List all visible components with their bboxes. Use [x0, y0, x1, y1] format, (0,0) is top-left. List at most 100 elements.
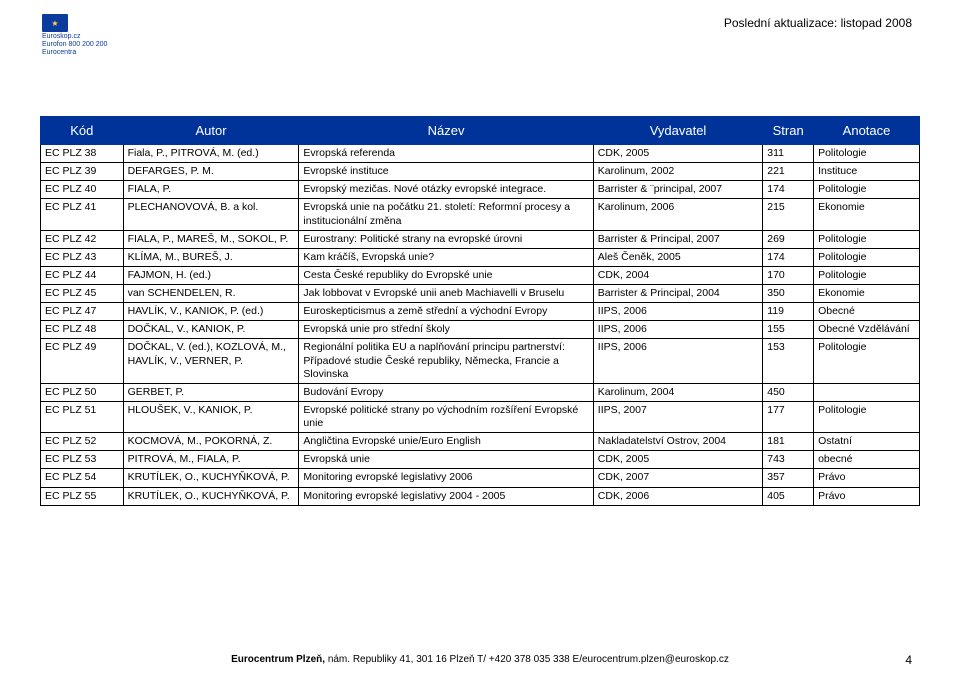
- table-cell: Evropské instituce: [299, 163, 593, 181]
- table-row: EC PLZ 48DOČKAL, V., KANIOK, P.Evropská …: [41, 321, 920, 339]
- table-cell: 170: [763, 266, 814, 284]
- table-cell: EC PLZ 55: [41, 487, 124, 505]
- table-row: EC PLZ 53PITROVÁ, M., FIALA, P.Evropská …: [41, 451, 920, 469]
- table-cell: IIPS, 2006: [593, 303, 762, 321]
- table-cell: 215: [763, 199, 814, 230]
- table-cell: Aleš Čeněk, 2005: [593, 248, 762, 266]
- table-cell: obecné: [814, 451, 920, 469]
- table-cell: 119: [763, 303, 814, 321]
- table-row: EC PLZ 52KOCMOVÁ, M., POKORNÁ, Z.Angličt…: [41, 433, 920, 451]
- table-cell: CDK, 2004: [593, 266, 762, 284]
- table-cell: IIPS, 2006: [593, 339, 762, 383]
- table-cell: Ostatní: [814, 433, 920, 451]
- table-cell: Politologie: [814, 401, 920, 432]
- table-cell: Karolinum, 2002: [593, 163, 762, 181]
- table-cell: PLECHANOVOVÁ, B. a kol.: [123, 199, 299, 230]
- page-root: Poslední aktualizace: listopad 2008 ★ Eu…: [0, 0, 960, 679]
- table-cell: 153: [763, 339, 814, 383]
- table-cell: FIALA, P., MAREŠ, M., SOKOL, P.: [123, 230, 299, 248]
- logo-line-2: Eurofon 800 200 200: [42, 41, 107, 48]
- table-cell: EC PLZ 54: [41, 469, 124, 487]
- table-cell: 405: [763, 487, 814, 505]
- table-cell: CDK, 2007: [593, 469, 762, 487]
- table-cell: PITROVÁ, M., FIALA, P.: [123, 451, 299, 469]
- table-cell: DOČKAL, V., KANIOK, P.: [123, 321, 299, 339]
- table-cell: EC PLZ 48: [41, 321, 124, 339]
- table-cell: Fiala, P., PITROVÁ, M. (ed.): [123, 145, 299, 163]
- logo-line-1: Euroskop.cz: [42, 33, 107, 40]
- page-number: 4: [905, 653, 912, 667]
- table-row: EC PLZ 51HLOUŠEK, V., KANIOK, P.Evropské…: [41, 401, 920, 432]
- table-cell: EC PLZ 43: [41, 248, 124, 266]
- table-row: EC PLZ 50GERBET, P.Budování EvropyKaroli…: [41, 383, 920, 401]
- table-cell: Ekonomie: [814, 285, 920, 303]
- table-row: EC PLZ 44FAJMON, H. (ed.)Cesta České rep…: [41, 266, 920, 284]
- table-cell: Právo: [814, 469, 920, 487]
- logo-block: ★ Euroskop.cz Eurofon 800 200 200 Euroce…: [42, 14, 107, 56]
- table-cell: Eurostrany: Politické strany na evropské…: [299, 230, 593, 248]
- table-row: EC PLZ 39DEFARGES, P. M.Evropské institu…: [41, 163, 920, 181]
- col-kod: Kód: [41, 117, 124, 145]
- logo-line-3: Eurocentra: [42, 49, 107, 56]
- col-autor: Autor: [123, 117, 299, 145]
- table-cell: 181: [763, 433, 814, 451]
- col-nazev: Název: [299, 117, 593, 145]
- table-cell: Evropské politické strany po východním r…: [299, 401, 593, 432]
- table-cell: Politologie: [814, 339, 920, 383]
- table-cell: EC PLZ 40: [41, 181, 124, 199]
- table-cell: HLOUŠEK, V., KANIOK, P.: [123, 401, 299, 432]
- col-anotace: Anotace: [814, 117, 920, 145]
- table-cell: Karolinum, 2004: [593, 383, 762, 401]
- table-cell: Ekonomie: [814, 199, 920, 230]
- table-row: EC PLZ 45van SCHENDELEN, R.Jak lobbovat …: [41, 285, 920, 303]
- table-cell: 174: [763, 248, 814, 266]
- data-table: Kód Autor Název Vydavatel Stran Anotace …: [40, 116, 920, 506]
- table-cell: IIPS, 2007: [593, 401, 762, 432]
- table-cell: KRUTÍLEK, O., KUCHYŇKOVÁ, P.: [123, 469, 299, 487]
- table-row: EC PLZ 40FIALA, P.Evropský mezičas. Nové…: [41, 181, 920, 199]
- table-cell: Monitoring evropské legislativy 2004 - 2…: [299, 487, 593, 505]
- table-cell: DEFARGES, P. M.: [123, 163, 299, 181]
- table-row: EC PLZ 54KRUTÍLEK, O., KUCHYŇKOVÁ, P.Mon…: [41, 469, 920, 487]
- table-cell: CDK, 2005: [593, 145, 762, 163]
- table-cell: Barrister & Principal, 2007: [593, 230, 762, 248]
- table-cell: EC PLZ 50: [41, 383, 124, 401]
- table-cell: EC PLZ 44: [41, 266, 124, 284]
- table-cell: GERBET, P.: [123, 383, 299, 401]
- table-row: EC PLZ 42FIALA, P., MAREŠ, M., SOKOL, P.…: [41, 230, 920, 248]
- table-row: EC PLZ 41PLECHANOVOVÁ, B. a kol.Evropská…: [41, 199, 920, 230]
- table-cell: EC PLZ 45: [41, 285, 124, 303]
- table-row: EC PLZ 43KLÍMA, M., BUREŠ, J.Kam kráčíš,…: [41, 248, 920, 266]
- table-cell: EC PLZ 42: [41, 230, 124, 248]
- table-row: EC PLZ 38Fiala, P., PITROVÁ, M. (ed.)Evr…: [41, 145, 920, 163]
- content-area: Kód Autor Název Vydavatel Stran Anotace …: [40, 116, 920, 506]
- table-cell: 269: [763, 230, 814, 248]
- table-cell: Politologie: [814, 248, 920, 266]
- table-cell: 174: [763, 181, 814, 199]
- table-cell: DOČKAL, V. (ed.), KOZLOVÁ, M., HAVLÍK, V…: [123, 339, 299, 383]
- table-cell: EC PLZ 52: [41, 433, 124, 451]
- table-cell: Karolinum, 2006: [593, 199, 762, 230]
- table-cell: 311: [763, 145, 814, 163]
- table-cell: Právo: [814, 487, 920, 505]
- table-cell: 155: [763, 321, 814, 339]
- table-cell: 450: [763, 383, 814, 401]
- table-row: EC PLZ 47HAVLÍK, V., KANIOK, P. (ed.)Eur…: [41, 303, 920, 321]
- table-cell: KLÍMA, M., BUREŠ, J.: [123, 248, 299, 266]
- table-cell: Instituce: [814, 163, 920, 181]
- table-cell: KOCMOVÁ, M., POKORNÁ, Z.: [123, 433, 299, 451]
- table-cell: EC PLZ 41: [41, 199, 124, 230]
- table-cell: Cesta České republiky do Evropské unie: [299, 266, 593, 284]
- table-cell: 221: [763, 163, 814, 181]
- table-body: EC PLZ 38Fiala, P., PITROVÁ, M. (ed.)Evr…: [41, 145, 920, 506]
- table-cell: van SCHENDELEN, R.: [123, 285, 299, 303]
- table-cell: FIALA, P.: [123, 181, 299, 199]
- last-update-text: Poslední aktualizace: listopad 2008: [724, 16, 912, 30]
- table-cell: EC PLZ 51: [41, 401, 124, 432]
- table-cell: Evropský mezičas. Nové otázky evropské i…: [299, 181, 593, 199]
- table-cell: Euroskepticismus a země střední a východ…: [299, 303, 593, 321]
- table-cell: [814, 383, 920, 401]
- table-cell: HAVLÍK, V., KANIOK, P. (ed.): [123, 303, 299, 321]
- table-cell: EC PLZ 49: [41, 339, 124, 383]
- table-cell: FAJMON, H. (ed.): [123, 266, 299, 284]
